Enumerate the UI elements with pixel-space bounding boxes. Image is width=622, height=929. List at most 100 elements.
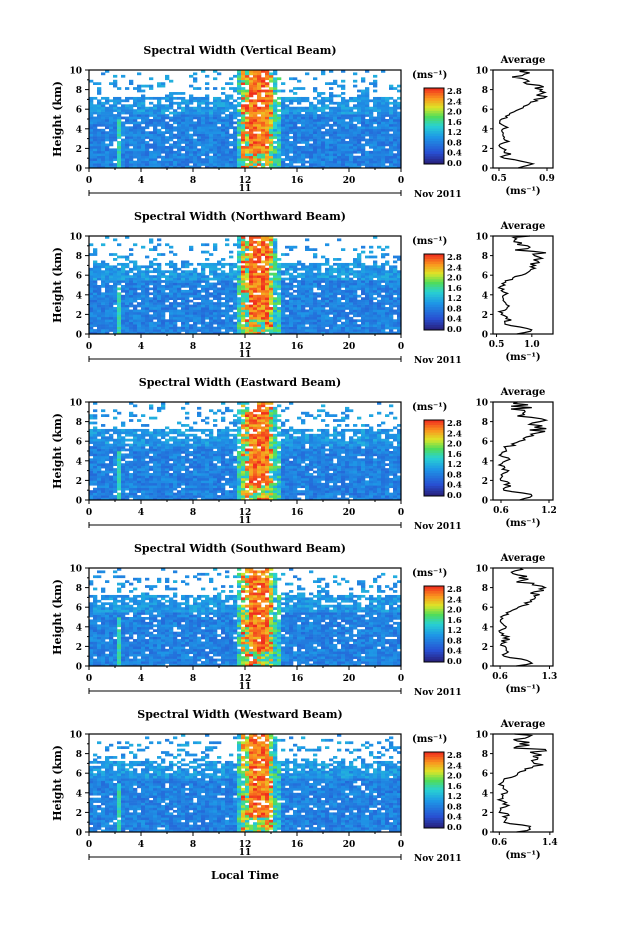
heatmap-cell xyxy=(137,141,142,144)
heatmap-cell xyxy=(397,163,402,166)
heatmap-cell xyxy=(161,316,166,320)
heatmap-cell xyxy=(333,158,338,161)
heatmap-cell xyxy=(237,163,242,166)
heatmap-cell xyxy=(225,96,230,100)
heatmap-cell xyxy=(213,289,218,293)
heatmap-cell xyxy=(277,267,282,271)
heatmap-cell xyxy=(385,136,390,139)
heatmap-cell xyxy=(357,158,362,161)
panel-title: Spectral Width (Vertical Beam) xyxy=(143,44,336,57)
heatmap-cell xyxy=(249,285,254,288)
heatmap-cell xyxy=(89,165,94,169)
heatmap-cell xyxy=(229,155,234,159)
heatmap-cell xyxy=(377,282,382,286)
heatmap-cell xyxy=(189,307,194,310)
heatmap-cell xyxy=(185,116,190,120)
heatmap-cell xyxy=(181,165,186,169)
heatmap-cell xyxy=(109,292,114,296)
heatmap-cell xyxy=(349,160,354,164)
heatmap-cell xyxy=(109,443,114,447)
heatmap-cell xyxy=(253,331,258,335)
heatmap-cell xyxy=(193,109,198,112)
heatmap-cell xyxy=(329,128,334,132)
heatmap-cell xyxy=(93,463,98,466)
heatmap-cell xyxy=(97,270,102,274)
heatmap-cell xyxy=(177,329,182,332)
heatmap-cell xyxy=(105,465,110,469)
heatmap-cell xyxy=(205,321,210,325)
heatmap-cell xyxy=(309,289,314,293)
heatmap-cell xyxy=(117,96,122,100)
heatmap-cell xyxy=(109,99,114,103)
heatmap-cell xyxy=(189,285,194,288)
x-tick-label: 16 xyxy=(291,176,304,186)
heatmap-cell xyxy=(389,145,394,149)
heatmap-cell xyxy=(177,128,182,132)
heatmap-cell xyxy=(193,272,198,276)
heatmap-cell xyxy=(221,277,226,281)
heatmap-cell xyxy=(301,285,306,288)
heatmap-cell xyxy=(237,121,242,125)
heatmap-cell xyxy=(101,270,106,274)
heatmap-cell xyxy=(185,133,190,137)
heatmap-cell xyxy=(193,99,198,103)
heatmap-cell xyxy=(249,92,254,95)
heatmap-cell xyxy=(325,155,330,159)
heatmap-cell xyxy=(385,101,390,105)
heatmap-cell xyxy=(129,163,134,166)
heatmap-cell xyxy=(285,99,290,103)
heatmap-cell xyxy=(269,126,274,130)
heatmap-cell xyxy=(101,277,106,281)
heatmap-cell xyxy=(297,131,302,134)
heatmap-cell xyxy=(193,324,198,327)
heatmap-cell xyxy=(249,329,254,332)
heatmap-cell xyxy=(265,77,270,81)
heatmap-cell xyxy=(293,316,298,320)
heatmap-cell xyxy=(229,136,234,139)
heatmap-cell xyxy=(201,131,206,134)
heatmap-cell xyxy=(365,299,370,303)
heatmap-cell xyxy=(297,329,302,332)
heatmap-cell xyxy=(333,114,338,117)
heatmap-cell xyxy=(109,307,114,310)
heatmap-cell xyxy=(113,446,118,449)
heatmap-cell xyxy=(293,331,298,335)
heatmap-cell xyxy=(293,138,298,142)
heatmap-cell xyxy=(133,329,138,332)
heatmap-cell xyxy=(329,70,334,73)
heatmap-cell xyxy=(365,126,370,130)
heatmap-cell xyxy=(157,272,162,276)
heatmap-cell xyxy=(321,101,326,105)
heatmap-cell xyxy=(213,248,218,251)
heatmap-cell xyxy=(245,158,250,161)
heatmap-cell xyxy=(397,270,402,274)
heatmap-cell xyxy=(105,470,110,474)
heatmap-cell xyxy=(297,304,302,308)
heatmap-cell xyxy=(361,309,366,313)
heatmap-cell xyxy=(121,128,126,132)
heatmap-cell xyxy=(369,287,374,291)
heatmap-cell xyxy=(301,153,306,157)
heatmap-cell xyxy=(377,245,382,249)
heatmap-cell xyxy=(373,319,378,323)
heatmap-cell xyxy=(165,155,170,159)
heatmap-cell xyxy=(389,316,394,320)
heatmap-cell xyxy=(249,292,254,296)
heatmap-cell xyxy=(373,311,378,315)
heatmap-cell xyxy=(345,128,350,132)
heatmap-cell xyxy=(213,114,218,117)
heatmap-cell xyxy=(289,331,294,335)
heatmap-cell xyxy=(249,287,254,291)
heatmap-cell xyxy=(97,145,102,149)
heatmap-cell xyxy=(181,101,186,105)
heatmap-cell xyxy=(197,136,202,139)
heatmap-cell xyxy=(325,138,330,142)
heatmap-cell xyxy=(365,289,370,293)
heatmap-cell xyxy=(117,495,122,498)
heatmap-cell xyxy=(397,282,402,286)
heatmap-cell xyxy=(117,165,122,169)
heatmap-cell xyxy=(397,316,402,320)
heatmap-cell xyxy=(161,121,166,125)
heatmap-cell xyxy=(257,155,262,159)
heatmap-cell xyxy=(145,311,150,315)
